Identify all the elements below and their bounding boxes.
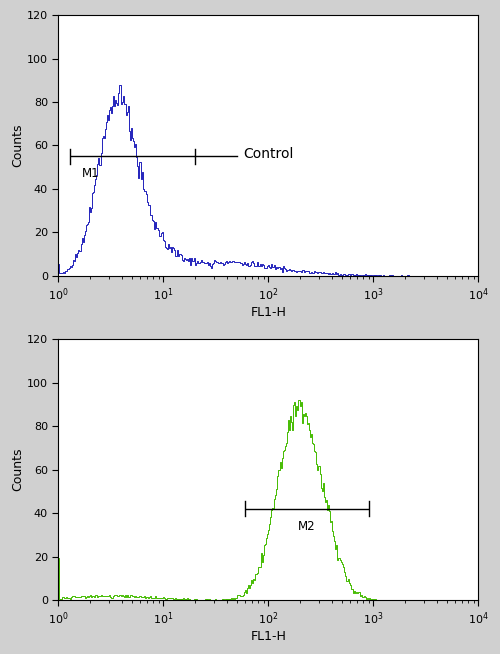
Text: Control: Control [243,147,294,161]
Y-axis label: Counts: Counts [11,448,24,491]
X-axis label: FL1-H: FL1-H [250,305,286,318]
Y-axis label: Counts: Counts [11,124,24,167]
Text: M2: M2 [298,520,316,533]
Text: M1: M1 [82,167,100,181]
X-axis label: FL1-H: FL1-H [250,630,286,643]
